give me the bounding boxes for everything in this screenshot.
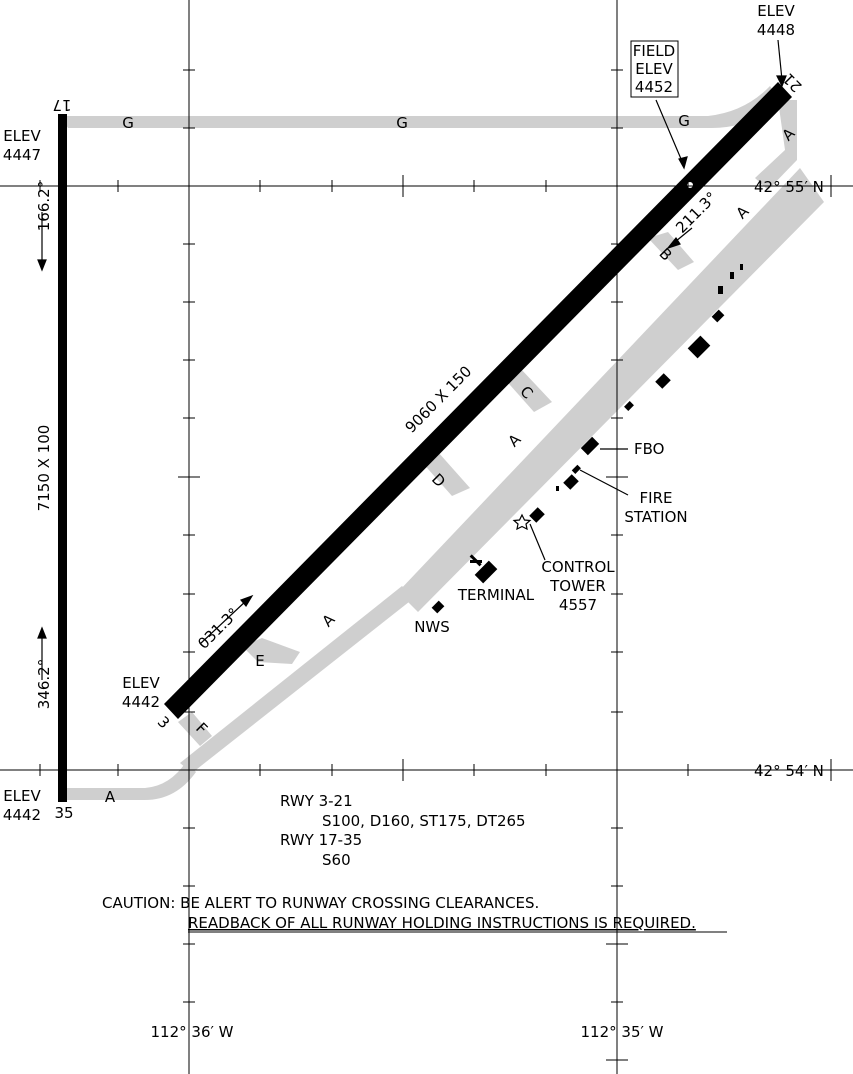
- elev-17-label: ELEV: [3, 127, 41, 145]
- taxiway-a-north-connector: [755, 100, 797, 190]
- terminal-building: [474, 560, 498, 584]
- runway-end-3: 3: [154, 713, 173, 732]
- taxiway-label-a: A: [732, 202, 753, 223]
- building: [730, 272, 734, 279]
- strength-rwy-3-21-values: S100, D160, ST175, DT265: [322, 812, 526, 830]
- pavement: [60, 86, 824, 800]
- strength-rwy-17-35-label: RWY 17-35: [280, 831, 362, 849]
- taxiway-label-g: G: [678, 112, 690, 130]
- fire-station-label-1: FIRE: [640, 489, 673, 507]
- field-elev-value: 4452: [635, 78, 673, 96]
- taxiway-b-stub: [648, 232, 694, 270]
- taxiway-a-south: [66, 762, 196, 800]
- nws-label: NWS: [414, 618, 450, 636]
- caution-line-1: CAUTION: BE ALERT TO RUNWAY CROSSING CLE…: [102, 894, 539, 912]
- nws-building: [431, 600, 445, 614]
- taxiway-label-a: A: [504, 430, 525, 451]
- strength-rwy-17-35-values: S60: [322, 851, 351, 869]
- longitude-west-label: 112° 36′ W: [151, 1023, 234, 1041]
- longitude-east-label: 112° 35′ W: [581, 1023, 664, 1041]
- field-elev-box: [630, 40, 679, 98]
- fire-station-building: [563, 474, 579, 490]
- caution-line-2: READBACK OF ALL RUNWAY HOLDING INSTRUCTI…: [188, 914, 696, 932]
- control-tower-label-1: CONTROL: [541, 558, 615, 576]
- latitude-south-label: 42° 54′ N: [754, 762, 824, 780]
- building: [624, 401, 634, 411]
- building: [529, 507, 545, 523]
- control-tower-icon: [512, 513, 532, 531]
- runway-17-35-dimensions: 7150 X 100: [35, 425, 53, 512]
- elev-21-label: ELEV: [757, 2, 795, 20]
- strength-rwy-3-21-label: RWY 3-21: [280, 792, 353, 810]
- control-tower-elev: 4557: [559, 596, 597, 614]
- building: [556, 486, 559, 491]
- apron: [398, 168, 824, 612]
- buildings: [431, 264, 743, 614]
- taxiway-label-a: A: [318, 610, 339, 631]
- building: [740, 264, 743, 270]
- elev-21-value: 4448: [757, 21, 795, 39]
- elev-3-value: 4442: [122, 693, 160, 711]
- runway-end-35: 35: [54, 804, 73, 822]
- field-elev-label-2: ELEV: [635, 60, 673, 78]
- elev-35-label: ELEV: [3, 787, 41, 805]
- taxiway-e-stub: [242, 638, 300, 664]
- taxiway-label-a: A: [105, 788, 116, 806]
- building: [571, 464, 581, 474]
- taxiway-label-g: G: [122, 114, 134, 132]
- taxiway-label-e: E: [255, 652, 264, 670]
- taxiway-d-stub: [420, 452, 470, 496]
- elev-3-label: ELEV: [122, 674, 160, 692]
- runway-end-17: 17: [52, 96, 71, 114]
- building: [711, 309, 725, 323]
- taxiway-a-parallel: [180, 586, 414, 773]
- building: [718, 286, 723, 294]
- elev-17-value: 4447: [3, 146, 41, 164]
- field-elev-label-1: FIELD: [633, 42, 675, 60]
- elev-35-value: 4442: [3, 806, 41, 824]
- fbo-label: FBO: [634, 440, 664, 458]
- latitude-north-label: 42° 55′ N: [754, 178, 824, 196]
- hangar: [687, 335, 711, 359]
- taxiway-f-stub: [178, 712, 212, 746]
- leader-lines: [37, 39, 787, 680]
- control-tower-label-2: TOWER: [549, 577, 606, 595]
- labels: FIELD ELEV 4452 ELEV 4448 ELEV 4447 ELEV…: [3, 2, 824, 1041]
- fire-station-label-2: STATION: [624, 508, 687, 526]
- terminal-pier: [469, 554, 482, 567]
- fbo-building: [580, 436, 600, 456]
- runway-17-35: [58, 114, 67, 802]
- building: [655, 373, 671, 389]
- heading-17: 166.2°: [35, 181, 53, 231]
- taxiway-label-g: G: [396, 114, 408, 132]
- taxiway-g-pavement: [60, 86, 780, 128]
- terminal-label: TERMINAL: [457, 586, 535, 604]
- heading-35: 346.2°: [35, 659, 53, 709]
- runway-3-21: [164, 82, 792, 719]
- taxiway-c-stub: [502, 368, 552, 412]
